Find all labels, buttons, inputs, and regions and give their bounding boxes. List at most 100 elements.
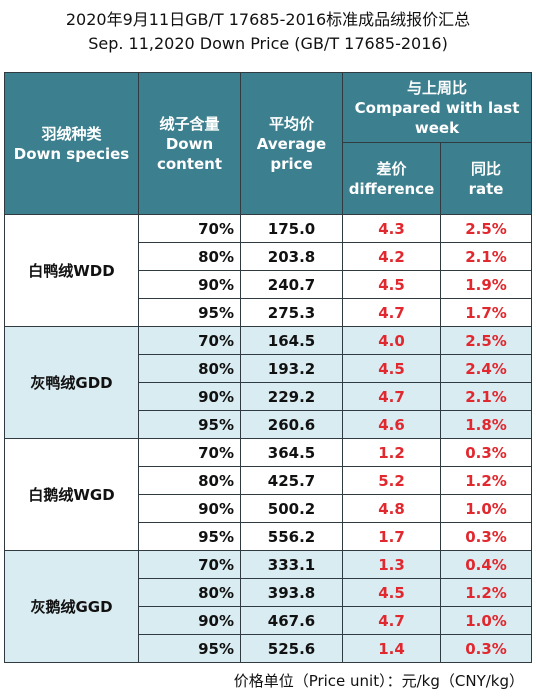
table-row: 80% 193.2 4.5 2.4% xyxy=(5,354,533,383)
diff-cell: 4.5 xyxy=(342,270,441,299)
price-unit-note: 价格单位（Price unit）：元/kg（CNY/kg） xyxy=(233,672,524,690)
content-cell: 70% xyxy=(138,326,241,355)
price-cell: 364.5 xyxy=(240,438,343,467)
header-rate: 同比 rate xyxy=(439,142,533,215)
title-english: Sep. 11,2020 Down Price (GB/T 17685-2016… xyxy=(88,34,448,53)
rate-cell: 2.5% xyxy=(439,214,533,243)
table-row: 灰鹅绒GGD 70% 333.1 1.3 0.4% xyxy=(4,550,533,663)
header-diff-cn: 差价 xyxy=(376,159,407,178)
header-compare: 与上周比 Compared with last week xyxy=(341,72,533,143)
diff-cell: 5.2 xyxy=(342,466,441,495)
rate-cell: 1.0% xyxy=(439,606,533,635)
price-cell: 556.2 xyxy=(240,522,343,551)
title-chinese: 2020年9月11日GB/T 17685-2016标准成品绒报价汇总 xyxy=(65,10,471,29)
rate-cell: 0.4% xyxy=(439,550,533,579)
table-row: 灰鸭绒GDD 70% 164.5 4.0 2.5% xyxy=(4,326,533,439)
price-cell: 240.7 xyxy=(240,270,343,299)
header-species: 羽绒种类 Down species xyxy=(4,72,139,215)
price-cell: 425.7 xyxy=(240,466,343,495)
header-species-cn: 羽绒种类 xyxy=(41,124,102,143)
diff-cell: 4.7 xyxy=(342,382,441,411)
diff-cell: 4.7 xyxy=(342,606,441,635)
header-content-cn: 绒子含量 xyxy=(159,114,220,133)
content-cell: 95% xyxy=(138,522,241,551)
diff-cell: 1.3 xyxy=(342,550,441,579)
content-cell: 95% xyxy=(138,634,241,663)
rate-cell: 2.5% xyxy=(439,326,533,355)
table-row: 95% 525.6 1.4 0.3% xyxy=(5,634,533,663)
rate-cell: 1.2% xyxy=(439,466,533,495)
content-cell: 70% xyxy=(138,550,241,579)
content-cell: 90% xyxy=(138,606,241,635)
rate-cell: 0.3% xyxy=(439,438,533,467)
price-cell: 393.8 xyxy=(240,578,343,607)
header-content: 绒子含量 Down content xyxy=(138,72,241,215)
diff-cell: 1.7 xyxy=(342,522,441,551)
content-cell: 80% xyxy=(138,354,241,383)
species-cell: 灰鹅绒GGD xyxy=(4,550,139,663)
price-cell: 500.2 xyxy=(240,494,343,523)
price-cell: 193.2 xyxy=(240,354,343,383)
diff-cell: 4.3 xyxy=(342,214,441,243)
diff-cell: 4.2 xyxy=(342,242,441,271)
table-row: 90% 229.2 4.7 2.1% xyxy=(5,382,533,411)
header-rate-en: rate xyxy=(468,179,504,198)
content-cell: 70% xyxy=(138,214,241,243)
diff-cell: 1.4 xyxy=(342,634,441,663)
price-cell: 229.2 xyxy=(240,382,343,411)
rate-cell: 2.1% xyxy=(439,242,533,271)
content-cell: 90% xyxy=(138,382,241,411)
species-cell: 白鸭绒WDD xyxy=(4,214,139,327)
rate-cell: 2.1% xyxy=(439,382,533,411)
header-price: 平均价 Average price xyxy=(240,72,343,215)
price-cell: 164.5 xyxy=(240,326,343,355)
rate-cell: 1.9% xyxy=(439,270,533,299)
table-row: 白鸭绒WDD 70% 175.0 4.3 2.5% xyxy=(4,214,533,327)
content-cell: 95% xyxy=(138,410,241,439)
diff-cell: 1.2 xyxy=(342,438,441,467)
price-table-container: 羽绒种类 Down species 绒子含量 Down content 平均价 … xyxy=(4,72,533,663)
header-compare-cn: 与上周比 xyxy=(407,78,468,97)
header-diff-en: difference xyxy=(348,179,435,198)
content-cell: 80% xyxy=(138,242,241,271)
price-cell: 525.6 xyxy=(240,634,343,663)
diff-cell: 4.5 xyxy=(342,354,441,383)
price-cell: 467.6 xyxy=(240,606,343,635)
rate-cell: 0.3% xyxy=(439,522,533,551)
content-cell: 70% xyxy=(138,438,241,467)
table-row: 80% 393.8 4.5 1.2% xyxy=(5,578,533,607)
header-species-en: Down species xyxy=(13,144,130,163)
rate-cell: 1.8% xyxy=(439,410,533,439)
header-diff: 差价 difference xyxy=(342,142,441,215)
content-cell: 80% xyxy=(138,578,241,607)
rate-cell: 0.3% xyxy=(439,634,533,663)
price-cell: 275.3 xyxy=(240,298,343,327)
content-cell: 90% xyxy=(138,270,241,299)
table-row: 95% 275.3 4.7 1.7% xyxy=(5,298,533,327)
table-row: 白鹅绒WGD 70% 364.5 1.2 0.3% xyxy=(4,438,533,551)
price-cell: 175.0 xyxy=(240,214,343,243)
content-cell: 95% xyxy=(138,298,241,327)
header-compare-en: Compared with last week xyxy=(354,98,520,137)
rate-cell: 1.0% xyxy=(439,494,533,523)
header-content-en: Down content xyxy=(156,134,223,173)
species-cell: 灰鸭绒GDD xyxy=(4,326,139,439)
diff-cell: 4.0 xyxy=(342,326,441,355)
down-price-table: 羽绒种类 Down species 绒子含量 Down content 平均价 … xyxy=(4,72,533,663)
diff-cell: 4.7 xyxy=(342,298,441,327)
table-row: 90% 240.7 4.5 1.9% xyxy=(5,270,533,299)
price-cell: 203.8 xyxy=(240,242,343,271)
rate-cell: 1.7% xyxy=(439,298,533,327)
content-cell: 80% xyxy=(138,466,241,495)
header-price-cn: 平均价 xyxy=(268,114,314,133)
content-cell: 90% xyxy=(138,494,241,523)
diff-cell: 4.8 xyxy=(342,494,441,523)
header-rate-cn: 同比 xyxy=(471,159,502,178)
table-row: 80% 203.8 4.2 2.1% xyxy=(5,242,533,271)
table-row: 95% 556.2 1.7 0.3% xyxy=(5,522,533,551)
diff-cell: 4.6 xyxy=(342,410,441,439)
diff-cell: 4.5 xyxy=(342,578,441,607)
species-cell: 白鹅绒WGD xyxy=(4,438,139,551)
rate-cell: 2.4% xyxy=(439,354,533,383)
price-cell: 260.6 xyxy=(240,410,343,439)
